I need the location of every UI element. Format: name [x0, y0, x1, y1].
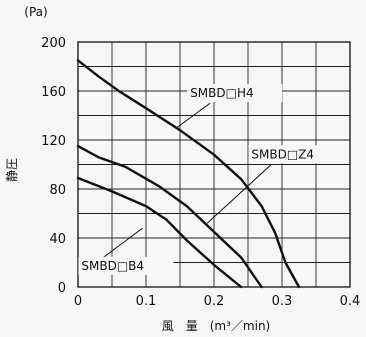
y-tick-label: 200 [41, 36, 66, 51]
series-label: SMBD□H4 [190, 86, 253, 100]
series-line [76, 59, 301, 289]
series-label-background [187, 84, 283, 103]
series-label-background [248, 145, 344, 164]
series-lines [76, 59, 301, 289]
grid [77, 41, 351, 288]
y-axis-label: 静圧 [5, 158, 19, 182]
series-label-leader [206, 164, 272, 224]
y-unit-label: (Pa) [24, 5, 47, 19]
series-label-leader [101, 227, 143, 260]
plot-frame [77, 41, 351, 288]
series-line [76, 144, 263, 289]
series-label-background [78, 256, 174, 275]
y-tick-label: 0 [58, 281, 66, 296]
x-tick-label: 0.1 [136, 294, 157, 309]
y-tick-label: 80 [49, 183, 66, 198]
series-label-leader [176, 102, 211, 129]
y-tick-label: 160 [41, 85, 66, 100]
x-tick-label: 0.3 [272, 294, 293, 309]
y-tick-label: 120 [41, 134, 66, 149]
series-line [76, 176, 243, 289]
series-label: SMBD□Z4 [251, 147, 314, 161]
x-tick-label: 0 [74, 294, 82, 309]
tick-labels: 0 0.1 0.2 0.3 0.4 0 40 80 120 160 200 [41, 36, 360, 309]
series-labels: SMBD□H4 SMBD□Z4 SMBD□B4 [78, 84, 344, 275]
y-tick-label: 40 [49, 232, 66, 247]
series-label: SMBD□B4 [81, 259, 144, 273]
x-tick-label: 0.4 [340, 294, 361, 309]
x-axis-label: 風 量 (m³／min) [162, 319, 271, 333]
x-tick-label: 0.2 [204, 294, 225, 309]
